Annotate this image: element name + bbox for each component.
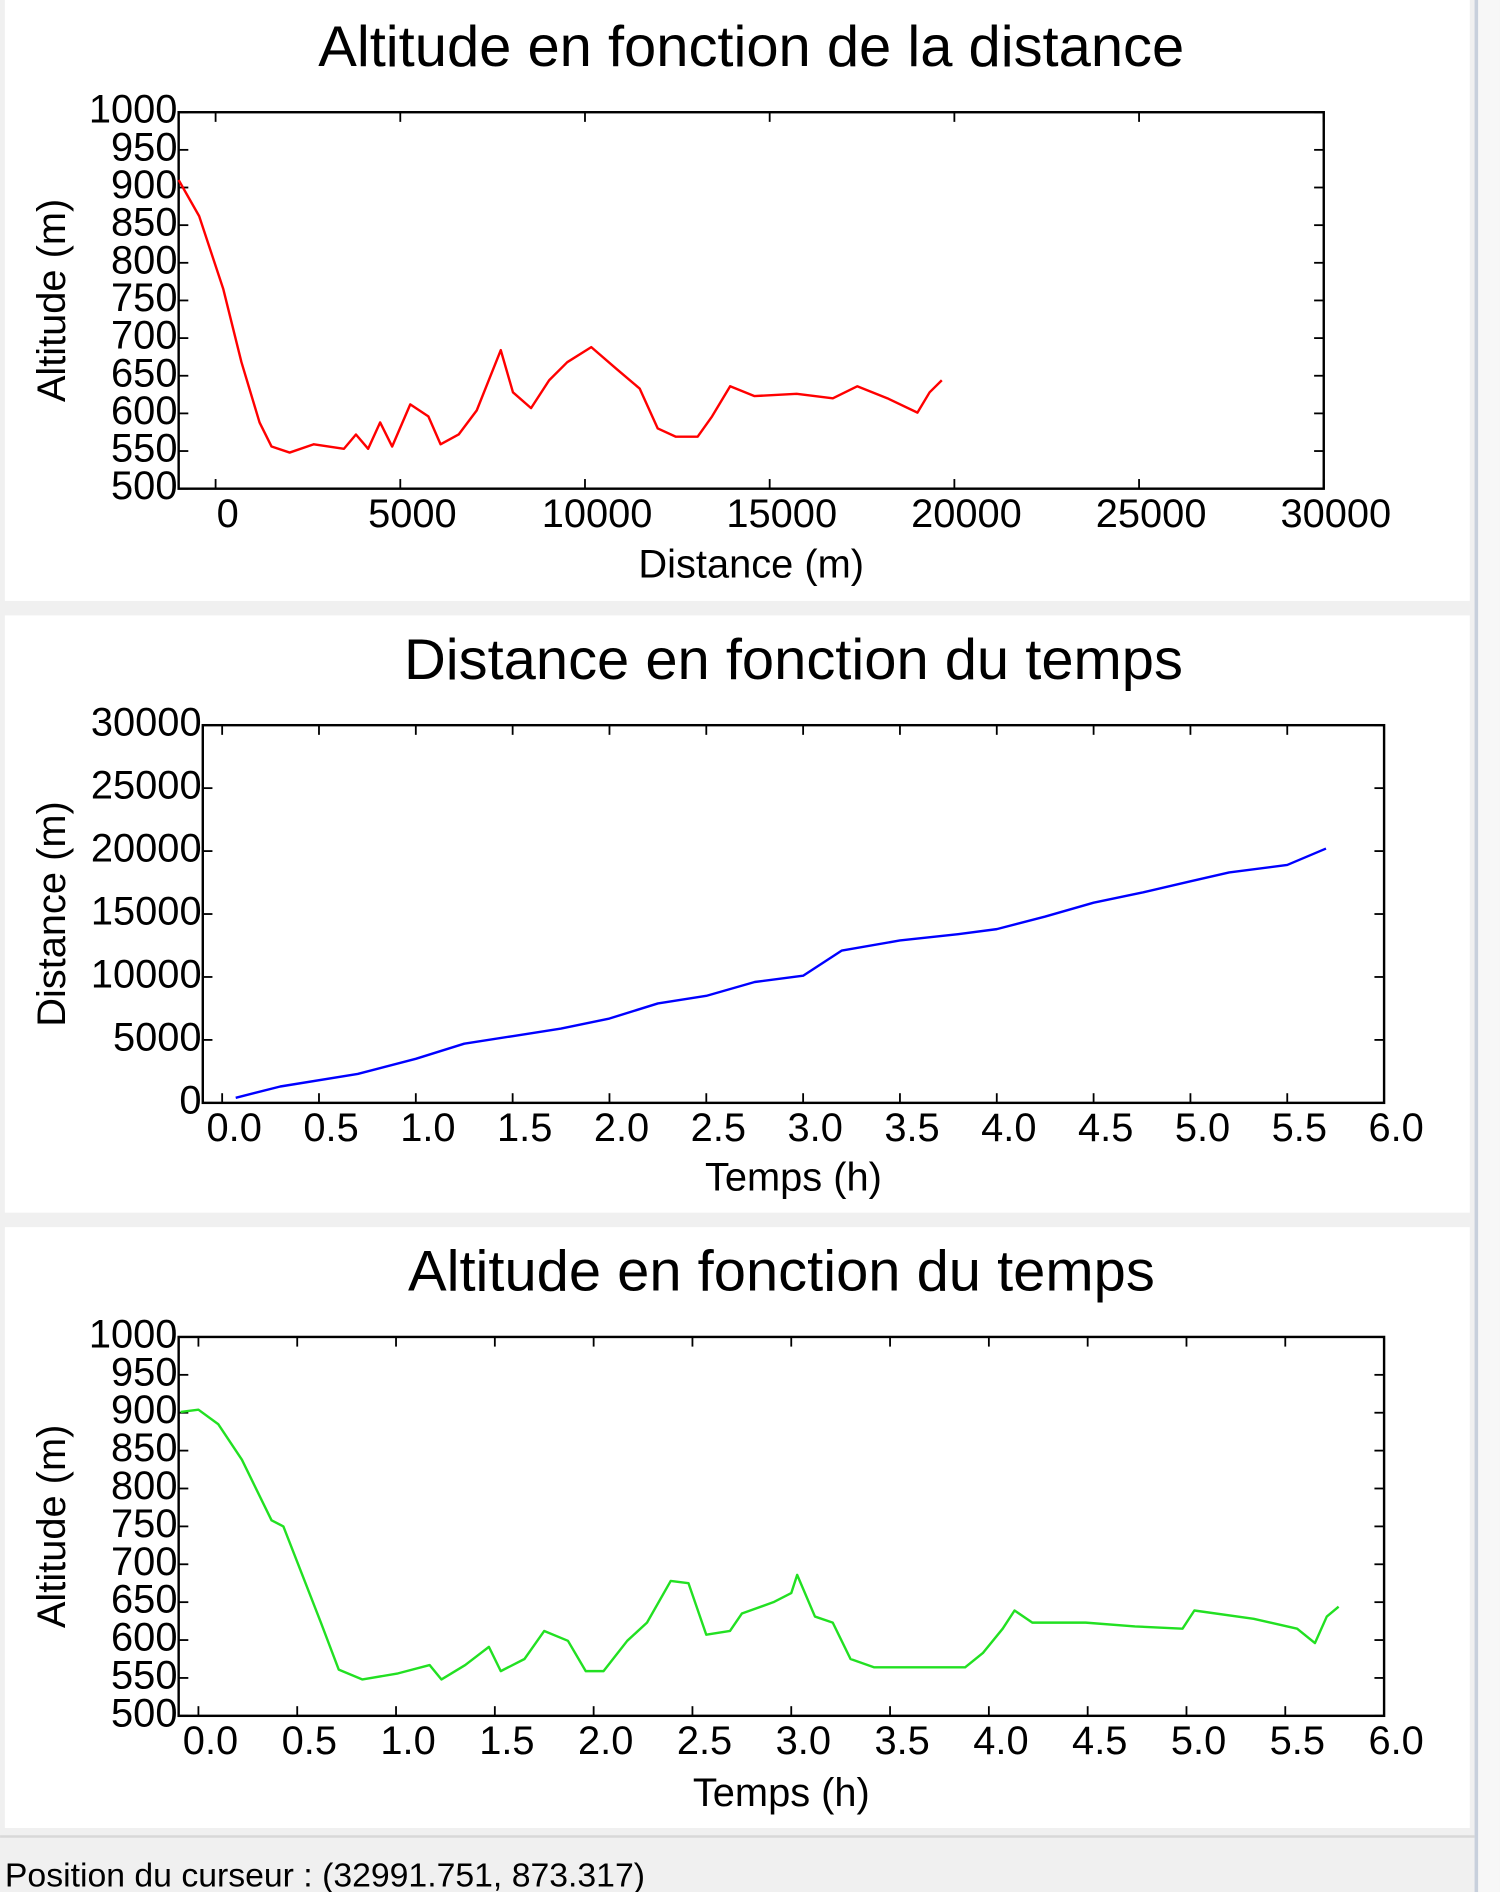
window-edge xyxy=(1478,0,1500,1892)
x-tick-label: 1.0 xyxy=(380,1719,435,1763)
y-tick-label: 700 xyxy=(111,1540,177,1584)
y-tick-label: 600 xyxy=(111,389,177,433)
y-tick-label: 850 xyxy=(111,1426,177,1470)
y-tick-label: 1000 xyxy=(89,1312,178,1356)
y-tick-label: 600 xyxy=(111,1616,177,1660)
y-tick-label: 750 xyxy=(111,1502,177,1546)
x-tick-label: 0.5 xyxy=(282,1719,337,1763)
x-tick-label: 4.0 xyxy=(973,1719,1028,1763)
panel xyxy=(4,615,1470,1213)
y-tick-label: 800 xyxy=(111,238,177,282)
x-tick-label: 5.5 xyxy=(1270,1719,1325,1763)
data-line xyxy=(180,1408,1340,1681)
x-tick-label: 30000 xyxy=(1280,492,1391,536)
y-tick-label: 500 xyxy=(111,464,177,508)
x-tick-label: 1.0 xyxy=(400,1106,455,1150)
data-line xyxy=(235,847,1327,1099)
x-tick-label: 2.5 xyxy=(691,1106,746,1150)
y-tick-label: 20000 xyxy=(91,827,202,871)
x-tick-label: 3.5 xyxy=(874,1719,929,1763)
x-axis-label: Distance (m) xyxy=(638,543,864,587)
x-tick-label: 6.0 xyxy=(1368,1106,1423,1150)
x-tick-label: 3.0 xyxy=(776,1719,831,1763)
panel xyxy=(4,1227,1470,1829)
y-tick-label: 550 xyxy=(111,1653,177,1697)
y-tick-label: 900 xyxy=(111,163,177,207)
y-tick-label: 900 xyxy=(111,1388,177,1432)
x-tick-label: 0.0 xyxy=(183,1719,238,1763)
y-tick-label: 800 xyxy=(111,1464,177,1508)
y-tick-label: 30000 xyxy=(91,701,202,745)
x-tick-label: 5.5 xyxy=(1272,1106,1327,1150)
x-tick-label: 2.0 xyxy=(578,1719,633,1763)
x-tick-label: 1.5 xyxy=(479,1719,534,1763)
panel xyxy=(4,0,1470,601)
x-axis-label: Temps (h) xyxy=(693,1771,870,1815)
x-tick-label: 5.0 xyxy=(1171,1719,1226,1763)
chart-title: Distance en fonction du temps xyxy=(404,628,1183,692)
y-axis-label: Altitude (m) xyxy=(30,1425,74,1628)
plot-frame xyxy=(177,1335,1386,1718)
x-tick-label: 4.5 xyxy=(1072,1719,1127,1763)
y-tick-label: 550 xyxy=(111,427,177,471)
x-tick-label: 0.0 xyxy=(207,1106,262,1150)
x-tick-label: 4.5 xyxy=(1078,1106,1133,1150)
x-tick-label: 4.0 xyxy=(981,1106,1036,1150)
x-tick-label: 5000 xyxy=(368,492,457,536)
x-tick-label: 15000 xyxy=(726,492,837,536)
y-tick-label: 750 xyxy=(111,276,177,320)
y-tick-label: 950 xyxy=(111,125,177,169)
y-tick-label: 0 xyxy=(179,1078,201,1122)
y-tick-label: 650 xyxy=(111,351,177,395)
x-tick-label: 0.5 xyxy=(303,1106,358,1150)
x-tick-label: 3.5 xyxy=(884,1106,939,1150)
x-tick-label: 3.0 xyxy=(788,1106,843,1150)
chart-title: Altitude en fonction de la distance xyxy=(318,15,1184,79)
x-tick-label: 6.0 xyxy=(1368,1719,1423,1763)
y-tick-label: 10000 xyxy=(91,952,202,996)
x-tick-label: 20000 xyxy=(911,492,1022,536)
status-text: Position du curseur : (32991.751, 873.31… xyxy=(5,1856,645,1892)
x-tick-label: 2.0 xyxy=(594,1106,649,1150)
window-border xyxy=(1474,0,1479,1892)
data-line xyxy=(177,179,943,454)
x-tick-label: 2.5 xyxy=(677,1719,732,1763)
x-tick-label: 5.0 xyxy=(1175,1106,1230,1150)
x-tick-label: 1.5 xyxy=(497,1106,552,1150)
y-tick-label: 700 xyxy=(111,314,177,358)
y-tick-label: 650 xyxy=(111,1578,177,1622)
x-tick-label: 0 xyxy=(217,492,239,536)
plot-frame xyxy=(201,723,1386,1105)
y-tick-label: 850 xyxy=(111,201,177,245)
x-tick-label: 10000 xyxy=(542,492,653,536)
y-tick-label: 950 xyxy=(111,1350,177,1394)
y-tick-label: 15000 xyxy=(91,890,202,934)
y-tick-label: 500 xyxy=(111,1691,177,1735)
x-axis-label: Temps (h) xyxy=(705,1156,882,1200)
y-axis-label: Altitude (m) xyxy=(30,199,74,402)
x-tick-label: 25000 xyxy=(1096,492,1207,536)
chart-title: Altitude en fonction du temps xyxy=(408,1240,1155,1304)
y-axis-label: Distance (m) xyxy=(30,801,74,1027)
y-tick-label: 5000 xyxy=(113,1015,202,1059)
y-tick-label: 25000 xyxy=(91,764,202,808)
y-tick-label: 1000 xyxy=(89,88,178,132)
plot-frame xyxy=(177,111,1325,490)
